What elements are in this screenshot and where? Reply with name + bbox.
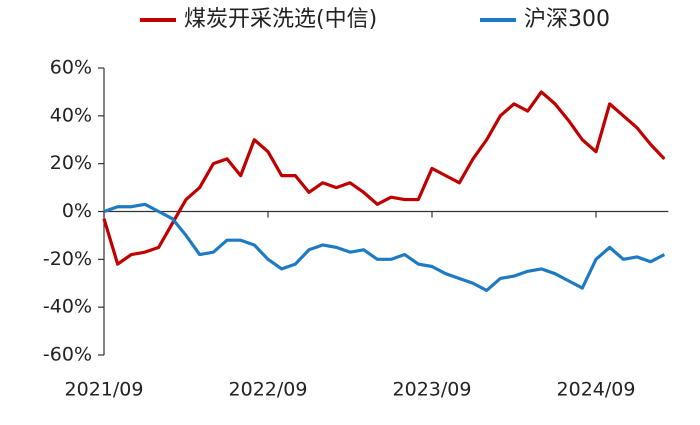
x-tick-label: 2023/09 <box>393 379 472 401</box>
x-tick-label: 2024/09 <box>557 379 636 401</box>
x-tick-label: 2021/09 <box>65 379 144 401</box>
y-tick-label: 60% <box>50 57 92 79</box>
y-tick-label: 20% <box>50 152 92 174</box>
legend-label: 沪深300 <box>524 7 610 32</box>
y-tick-label: 40% <box>50 104 92 126</box>
y-tick-label: -60% <box>43 344 92 366</box>
y-tick-label: 0% <box>62 200 92 222</box>
series-line <box>103 202 666 293</box>
y-tick-label: -20% <box>43 248 92 270</box>
y-tick-label: -40% <box>43 296 92 318</box>
series-line <box>102 90 666 266</box>
x-tick-label: 2022/09 <box>229 379 308 401</box>
legend-label: 煤炭开采洗选(中信) <box>184 7 377 32</box>
